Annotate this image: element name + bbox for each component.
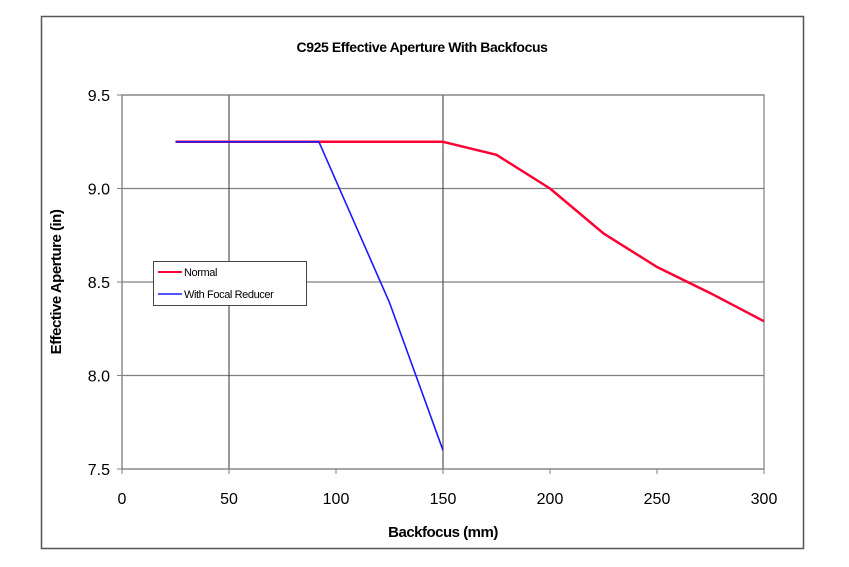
- axes: 7.5 8.0 8.5 9.0 9.5 0 50 100 150 200 250 300: [88, 88, 778, 508]
- y-tick-label: 8.5: [88, 275, 110, 292]
- x-tick-label: 250: [644, 491, 671, 508]
- x-tick-label: 200: [537, 491, 564, 508]
- series-line-with-focal-reducer: [175, 141, 444, 451]
- y-tick-label: 7.5: [88, 462, 110, 479]
- x-axis-title: Backfocus (mm): [388, 524, 498, 541]
- x-tick-label: 0: [118, 491, 127, 508]
- x-tick-label: 300: [751, 491, 778, 508]
- y-axis-title: Effective Aperture (in): [48, 209, 65, 354]
- legend-label-normal: Normal: [184, 267, 217, 279]
- y-tick-label: 9.0: [88, 182, 110, 199]
- x-tick-label: 100: [323, 491, 350, 508]
- x-tick-label: 50: [220, 491, 238, 508]
- y-tick-label: 9.5: [88, 88, 110, 105]
- x-tick-label: 150: [430, 491, 457, 508]
- series-lines: [175, 140, 765, 451]
- legend-box: [153, 261, 307, 306]
- legend-label-with-focal-reducer: With Focal Reducer: [184, 289, 274, 301]
- legend: Normal With Focal Reducer: [153, 261, 307, 306]
- y-tick-label: 8.0: [88, 369, 110, 386]
- chart-title: C925 Effective Aperture With Backfocus: [296, 39, 548, 55]
